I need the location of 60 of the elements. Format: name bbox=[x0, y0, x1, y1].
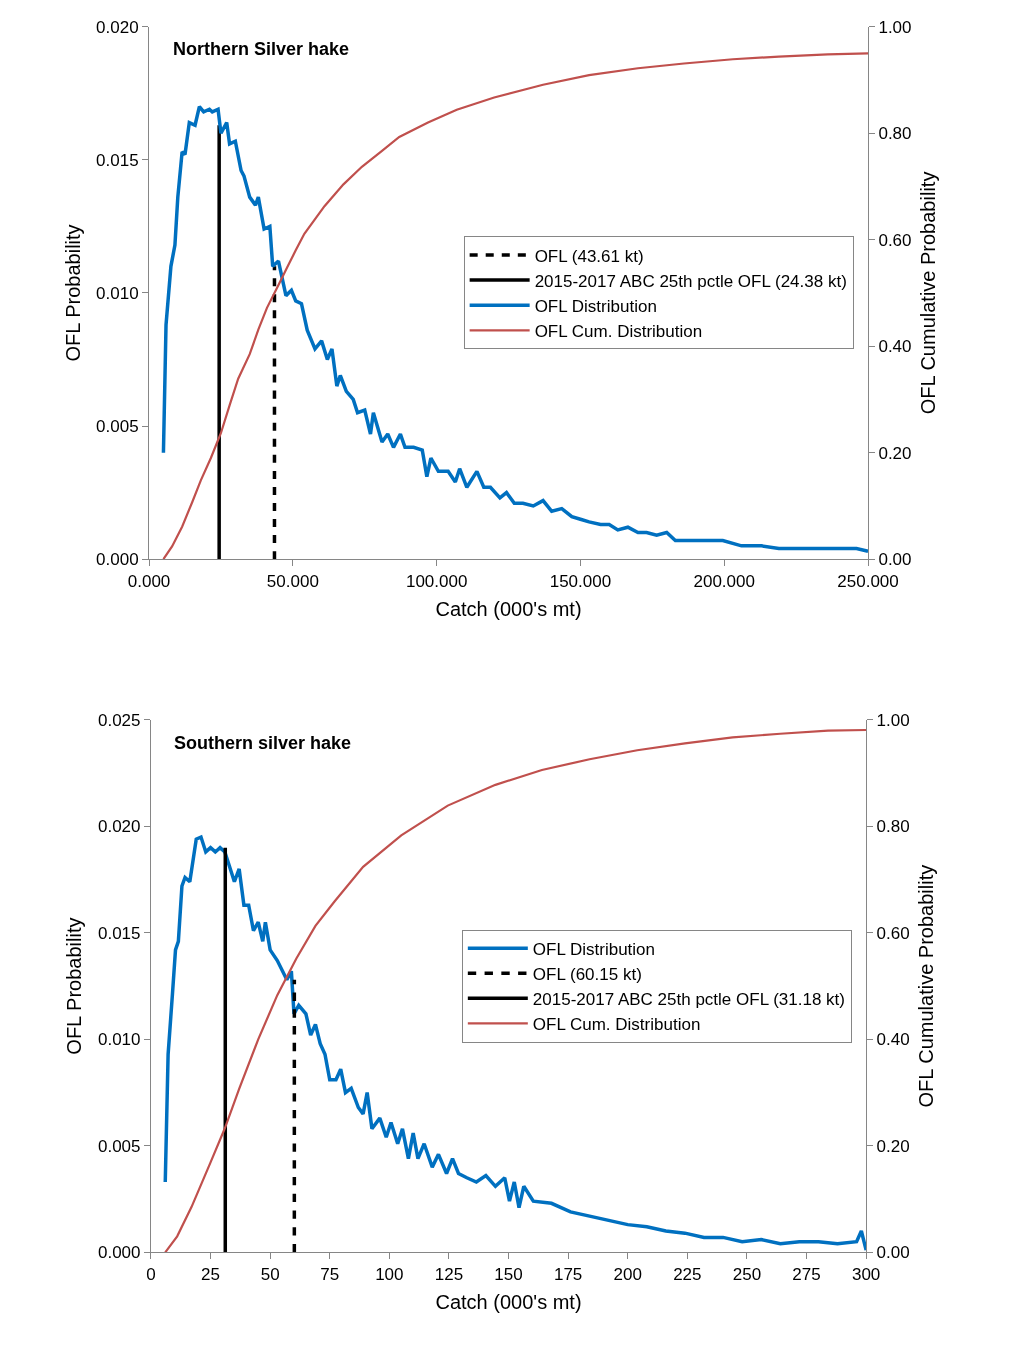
y-axis-title: OFL Probability bbox=[63, 917, 86, 1055]
x-tick-label: 250 bbox=[732, 1264, 762, 1284]
x-tick-label: 125 bbox=[434, 1264, 464, 1284]
y-tick-label: 0.020 bbox=[96, 17, 139, 37]
legend-label: OFL Distribution bbox=[532, 939, 656, 959]
y2-tick-label: 0.80 bbox=[878, 124, 912, 144]
y2-tick-label: 0.00 bbox=[878, 550, 912, 570]
y-tick-label: 0.010 bbox=[98, 1030, 141, 1050]
y-tick-label: 0.000 bbox=[98, 1243, 141, 1263]
x-tick-label: 100 bbox=[375, 1264, 404, 1284]
x-tick-label: 100.000 bbox=[405, 571, 468, 591]
legend-label: OFL Distribution bbox=[534, 296, 657, 316]
x-tick-label: 50.000 bbox=[266, 571, 319, 591]
legend-label: OFL Cum. Distribution bbox=[534, 321, 703, 341]
y2-tick-label: 0.60 bbox=[878, 230, 912, 250]
x-tick-label: 50 bbox=[260, 1264, 280, 1284]
y-tick-label: 0.025 bbox=[98, 710, 141, 730]
line-series bbox=[163, 835, 867, 1252]
line-series bbox=[164, 728, 867, 1253]
y-tick-label: 0.005 bbox=[98, 1136, 141, 1156]
x-tick-label: 225 bbox=[673, 1264, 702, 1284]
legend-label: 2015-2017 ABC 25th pctle OFL (31.18 kt) bbox=[532, 989, 845, 1009]
y-tick-label: 0.010 bbox=[96, 283, 139, 303]
x-tick-label: 75 bbox=[320, 1264, 340, 1284]
legend-label: OFL Cum. Distribution bbox=[532, 1015, 701, 1035]
legend-label: OFL (60.15 kt) bbox=[532, 964, 642, 984]
y2-tick-label: 0.40 bbox=[876, 1030, 910, 1050]
y-tick-label: 0.000 bbox=[96, 550, 139, 570]
y2-tick-label: 0.20 bbox=[878, 443, 912, 463]
y2-tick-label: 0.80 bbox=[876, 817, 910, 837]
x-tick-label: 250.000 bbox=[837, 571, 899, 591]
y2-tick-label: 0.20 bbox=[876, 1136, 910, 1156]
legend-label: OFL (43.61 kt) bbox=[534, 246, 644, 266]
y-tick-label: 0.020 bbox=[98, 817, 141, 837]
x-tick-label: 175 bbox=[553, 1264, 583, 1284]
y-tick-label: 0.015 bbox=[96, 150, 139, 170]
y-tick-label: 0.005 bbox=[96, 417, 139, 437]
y2-axis-title: OFL Cumulative Probability bbox=[915, 864, 938, 1108]
x-tick-label: 150.000 bbox=[549, 571, 612, 591]
x-axis-title: Catch (000's mt) bbox=[435, 1291, 582, 1314]
x-tick-label: 200 bbox=[613, 1264, 642, 1284]
y2-tick-label: 0.00 bbox=[876, 1243, 910, 1263]
x-tick-label: 300 bbox=[851, 1264, 881, 1284]
y2-axis-title: OFL Cumulative Probability bbox=[917, 171, 940, 415]
legend-label: 2015-2017 ABC 25th pctle OFL (24.38 kt) bbox=[534, 271, 847, 291]
x-axis-title: Catch (000's mt) bbox=[435, 598, 582, 621]
y-axis-title: OFL Probability bbox=[61, 224, 84, 362]
x-tick-label: 25 bbox=[201, 1264, 221, 1284]
y2-tick-label: 1.00 bbox=[878, 17, 912, 37]
text: Northern Silver hake bbox=[173, 39, 350, 59]
x-tick-label: 275 bbox=[792, 1264, 821, 1284]
y2-tick-label: 1.00 bbox=[876, 710, 910, 730]
y2-tick-label: 0.60 bbox=[876, 923, 910, 943]
x-tick-label: 0.000 bbox=[127, 571, 171, 591]
x-tick-label: 0 bbox=[146, 1264, 156, 1284]
x-tick-label: 150 bbox=[494, 1264, 523, 1284]
y2-tick-label: 0.40 bbox=[878, 337, 912, 357]
y-tick-label: 0.015 bbox=[98, 923, 141, 943]
x-tick-label: 200.000 bbox=[693, 571, 755, 591]
text: Southern silver hake bbox=[174, 733, 352, 753]
